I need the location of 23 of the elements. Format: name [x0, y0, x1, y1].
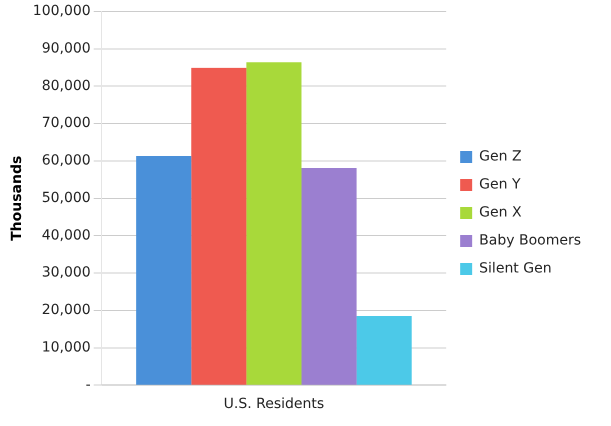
y-tick-label: 10,000 — [42, 339, 91, 356]
y-tick-label: 50,000 — [42, 190, 91, 206]
legend-label: Gen Z — [479, 148, 522, 165]
bar — [246, 62, 302, 385]
y-tick-label: - — [86, 376, 91, 393]
y-tick-label: 70,000 — [42, 115, 91, 132]
bar — [356, 316, 412, 385]
legend-label: Gen X — [479, 204, 522, 221]
bar — [301, 168, 357, 385]
x-tick-label: U.S. Residents — [224, 396, 324, 412]
legend-label: Gen Y — [479, 176, 521, 193]
bar — [136, 156, 192, 385]
legend-label: Silent Gen — [479, 260, 552, 277]
legend-label: Baby Boomers — [479, 232, 581, 249]
bar — [191, 68, 246, 385]
y-axis-title: Thousands — [9, 156, 26, 241]
y-tick-label: 100,000 — [32, 3, 91, 20]
y-tick-label: 80,000 — [42, 78, 91, 94]
y-tick-label: 40,000 — [42, 227, 91, 244]
y-tick-label: 90,000 — [42, 40, 91, 56]
y-tick-label: 30,000 — [42, 264, 91, 281]
y-tick-label: 60,000 — [42, 152, 91, 169]
y-tick-label: 20,000 — [42, 302, 91, 318]
